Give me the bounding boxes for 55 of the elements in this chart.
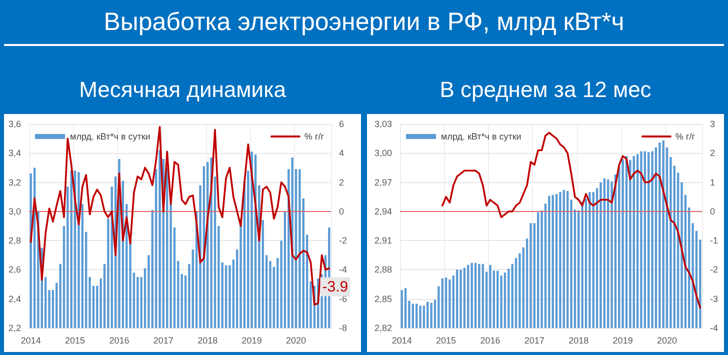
y-tick-label: 3,4 bbox=[8, 148, 21, 158]
y2-tick-label: -4 bbox=[710, 323, 718, 333]
x-tick-label: 2016 bbox=[109, 336, 130, 346]
legend-label: млрд. кВт*ч в сутки bbox=[441, 132, 522, 142]
y2-tick-label: -1 bbox=[710, 236, 718, 246]
x-tick-label: 2018 bbox=[568, 336, 589, 346]
chart-title: Выработка электроэнергии в РФ, млрд кВт*ч bbox=[4, 0, 724, 46]
x-tick-label: 2014 bbox=[20, 336, 41, 346]
y-tick-label: 3,6 bbox=[8, 119, 21, 129]
y-tick-label: 3,00 bbox=[374, 148, 392, 158]
legend-label: млрд. кВт*ч в сутки bbox=[70, 132, 150, 142]
y2-tick-label: 4 bbox=[339, 148, 344, 158]
y2-tick-label: -2 bbox=[339, 236, 348, 246]
y-tick-label: 3,0 bbox=[8, 206, 21, 216]
y2-tick-label: 2 bbox=[339, 177, 344, 188]
y-tick-label: 2,94 bbox=[374, 206, 392, 216]
y-tick-label: 3,2 bbox=[8, 177, 21, 188]
y-tick-label: 3,03 bbox=[374, 119, 392, 129]
y2-tick-label: 0 bbox=[710, 206, 716, 216]
y2-tick-label: -6 bbox=[339, 294, 348, 304]
y-tick-label: 2,91 bbox=[374, 236, 392, 246]
x-tick-label: 2017 bbox=[524, 336, 544, 346]
y-tick-label: 2,8 bbox=[8, 236, 21, 246]
y-tick-label: 2,4 bbox=[8, 294, 21, 304]
legend-label: % г/г bbox=[675, 132, 696, 142]
x-tick-label: 2019 bbox=[242, 336, 262, 346]
x-tick-label: 2015 bbox=[65, 336, 86, 346]
y2-tick-label: 0 bbox=[339, 206, 344, 216]
line-series bbox=[441, 132, 702, 308]
y-tick-label: 2,88 bbox=[374, 264, 392, 275]
y-tick-label: 2,82 bbox=[374, 323, 392, 333]
y-tick-label: 2,97 bbox=[374, 177, 392, 188]
y-tick-label: 2,2 bbox=[8, 323, 21, 333]
x-tick-label: 2016 bbox=[480, 336, 500, 346]
legend-label: % г/г bbox=[304, 132, 325, 142]
x-tick-label: 2015 bbox=[436, 336, 456, 346]
y2-tick-label: 6 bbox=[339, 119, 344, 129]
y2-tick-label: -3 bbox=[710, 294, 718, 304]
y2-tick-label: -2 bbox=[710, 264, 718, 275]
x-tick-label: 2020 bbox=[286, 336, 306, 346]
x-tick-label: 2018 bbox=[198, 336, 218, 346]
y-tick-label: 2,85 bbox=[374, 294, 392, 304]
x-tick-label: 2014 bbox=[392, 336, 412, 346]
y2-tick-label: 1 bbox=[710, 177, 716, 188]
y2-tick-label: 2 bbox=[710, 148, 716, 158]
data-label: -3.9 bbox=[322, 278, 348, 296]
chart-subtitle: Месячная динамика bbox=[78, 76, 287, 104]
y-tick-label: 2,6 bbox=[8, 264, 21, 275]
y2-tick-label: -4 bbox=[339, 264, 348, 275]
x-tick-label: 2017 bbox=[153, 336, 174, 346]
x-tick-label: 2019 bbox=[612, 336, 633, 346]
y2-tick-label: -8 bbox=[339, 323, 348, 333]
chart-title: В среднем за 12 мес bbox=[438, 76, 652, 104]
x-tick-label: 2020 bbox=[656, 336, 678, 346]
y2-tick-label: 3 bbox=[710, 119, 716, 129]
